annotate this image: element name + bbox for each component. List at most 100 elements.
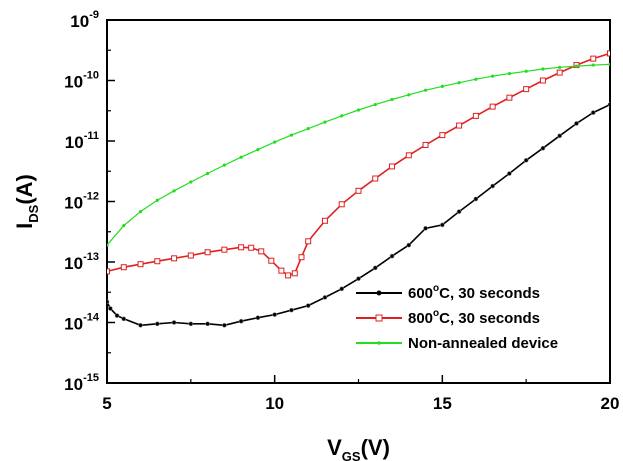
data-point bbox=[473, 196, 479, 202]
series-3 bbox=[107, 62, 610, 247]
legend-item-2: 800oC, 30 seconds bbox=[356, 308, 540, 327]
data-point bbox=[222, 163, 226, 167]
data-point bbox=[323, 120, 327, 124]
x-tick-label: 20 bbox=[601, 394, 620, 413]
data-point bbox=[122, 223, 126, 228]
y-tick-base: 10 bbox=[64, 375, 83, 394]
data-point bbox=[255, 315, 261, 321]
data-point bbox=[172, 189, 176, 193]
data-point bbox=[356, 108, 361, 112]
data-point bbox=[422, 141, 429, 148]
data-point bbox=[356, 276, 361, 281]
y-tick-label: 10-12 bbox=[64, 191, 99, 213]
data-point bbox=[138, 210, 143, 214]
data-point bbox=[524, 69, 528, 73]
data-point bbox=[523, 86, 530, 93]
data-point bbox=[407, 93, 411, 97]
data-point bbox=[107, 268, 110, 275]
data-point bbox=[372, 265, 378, 271]
y-axis-label-subscript: DS bbox=[26, 204, 41, 222]
legend-label-value: 600 bbox=[408, 285, 433, 302]
data-point bbox=[472, 112, 479, 119]
legend-label-degree: o bbox=[433, 283, 439, 294]
data-point bbox=[291, 270, 298, 277]
y-tick-label: 10-11 bbox=[65, 130, 99, 152]
data-point bbox=[491, 74, 495, 78]
data-point bbox=[278, 267, 285, 274]
legend-swatch-marker bbox=[375, 314, 383, 322]
x-axis-label-subscript: GS bbox=[342, 449, 361, 461]
data-point bbox=[120, 264, 127, 271]
x-axis-label-main: V bbox=[327, 435, 342, 460]
data-point bbox=[372, 175, 379, 182]
data-point bbox=[138, 322, 143, 328]
data-point bbox=[338, 201, 345, 208]
data-point bbox=[306, 127, 310, 131]
x-axis-ticks: 5 10 15 20 bbox=[102, 375, 619, 413]
data-point bbox=[339, 286, 345, 292]
data-point bbox=[108, 306, 113, 311]
data-point bbox=[539, 77, 546, 84]
data-point bbox=[239, 155, 243, 159]
data-point bbox=[188, 321, 194, 327]
data-point bbox=[137, 261, 144, 268]
y-axis-label-unit: (A) bbox=[12, 174, 37, 205]
data-point bbox=[373, 102, 377, 107]
y-tick-exponent: -12 bbox=[83, 191, 99, 203]
y-tick-exponent: -13 bbox=[83, 251, 99, 263]
series-2 bbox=[107, 50, 610, 279]
data-point bbox=[248, 244, 255, 251]
data-point bbox=[322, 295, 328, 300]
data-point bbox=[574, 121, 579, 126]
legend-label: 600oC, 30 seconds bbox=[408, 283, 540, 302]
data-point bbox=[474, 77, 478, 81]
data-point bbox=[289, 307, 294, 313]
data-point bbox=[222, 322, 227, 328]
data-point bbox=[558, 65, 562, 69]
legend-label: 800oC, 30 seconds bbox=[408, 308, 540, 327]
y-tick-base: 10 bbox=[64, 254, 83, 273]
data-point bbox=[107, 243, 109, 247]
data-point bbox=[440, 84, 444, 88]
data-point bbox=[557, 133, 563, 139]
data-point bbox=[506, 94, 513, 101]
y-tick-exponent: -11 bbox=[84, 130, 99, 142]
data-point bbox=[541, 67, 545, 71]
y-axis-label: IDS(A) bbox=[12, 174, 41, 229]
data-point bbox=[556, 69, 563, 76]
data-point bbox=[523, 157, 529, 163]
y-tick-base: 10 bbox=[65, 133, 84, 152]
legend-item-1: 600oC, 30 seconds bbox=[356, 283, 540, 302]
data-point bbox=[457, 81, 461, 85]
data-point bbox=[171, 320, 177, 325]
data-point bbox=[189, 180, 193, 184]
data-point bbox=[155, 321, 160, 327]
y-tick-base: 10 bbox=[70, 12, 89, 31]
data-point bbox=[591, 63, 595, 67]
data-point bbox=[607, 50, 610, 57]
data-point bbox=[238, 244, 245, 251]
data-point bbox=[389, 253, 395, 259]
x-tick-label: 10 bbox=[265, 394, 284, 413]
data-point bbox=[285, 272, 292, 279]
data-point bbox=[305, 238, 312, 245]
data-point bbox=[268, 257, 275, 264]
data-point bbox=[489, 103, 496, 110]
data-point bbox=[321, 217, 328, 224]
data-point bbox=[154, 258, 161, 265]
y-tick-exponent: -10 bbox=[83, 70, 99, 82]
data-point bbox=[256, 148, 260, 152]
data-point bbox=[608, 62, 610, 66]
data-point bbox=[272, 312, 277, 317]
data-point bbox=[155, 198, 159, 202]
data-point bbox=[590, 110, 596, 115]
y-tick-exponent: -15 bbox=[83, 372, 99, 384]
data-point bbox=[405, 152, 412, 159]
x-tick-label: 5 bbox=[102, 394, 111, 413]
data-point bbox=[187, 252, 194, 259]
data-point bbox=[540, 145, 546, 151]
series-1 bbox=[107, 102, 610, 328]
data-point bbox=[389, 163, 396, 170]
y-tick-exponent: -14 bbox=[83, 312, 100, 324]
